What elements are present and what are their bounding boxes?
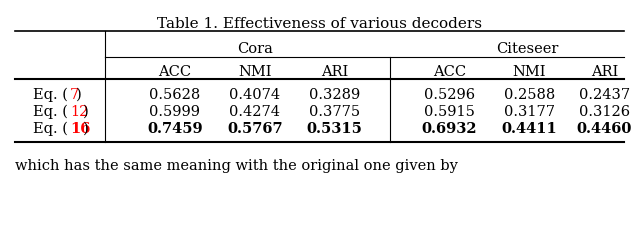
Text: NMI: NMI: [238, 65, 271, 79]
Text: 0.5296: 0.5296: [424, 88, 475, 102]
Text: ACC: ACC: [433, 65, 466, 79]
Text: ARI: ARI: [591, 65, 618, 79]
Text: Cora: Cora: [237, 42, 273, 56]
Text: 0.3126: 0.3126: [579, 105, 630, 119]
Text: 16: 16: [70, 122, 90, 136]
Text: Eq. (: Eq. (: [33, 105, 68, 119]
Text: 0.3289: 0.3289: [309, 88, 360, 102]
Text: 0.3775: 0.3775: [309, 105, 360, 119]
Text: 0.5628: 0.5628: [149, 88, 200, 102]
Text: 0.6932: 0.6932: [422, 122, 477, 136]
Text: NMI: NMI: [513, 65, 547, 79]
Text: 7: 7: [70, 88, 79, 102]
Text: ): ): [83, 105, 89, 119]
Text: ): ): [83, 122, 89, 136]
Text: 0.4274: 0.4274: [229, 105, 280, 119]
Text: 0.5999: 0.5999: [149, 105, 200, 119]
Text: ACC: ACC: [158, 65, 191, 79]
Text: Table 1. Effectiveness of various decoders: Table 1. Effectiveness of various decode…: [157, 17, 482, 31]
Text: 0.4460: 0.4460: [577, 122, 632, 136]
Text: ): ): [76, 88, 82, 102]
Text: 0.5767: 0.5767: [227, 122, 283, 136]
Text: Eq. (: Eq. (: [33, 88, 68, 102]
Text: ARI: ARI: [321, 65, 348, 79]
Text: which has the same meaning with the original one given by: which has the same meaning with the orig…: [15, 159, 458, 173]
Text: Citeseer: Citeseer: [496, 42, 558, 56]
Text: 12: 12: [70, 105, 88, 119]
Text: 0.4411: 0.4411: [502, 122, 557, 136]
Text: 0.2588: 0.2588: [504, 88, 555, 102]
Text: 0.5915: 0.5915: [424, 105, 475, 119]
Text: 0.2437: 0.2437: [579, 88, 630, 102]
Text: 0.5315: 0.5315: [307, 122, 363, 136]
Text: 0.3177: 0.3177: [504, 105, 555, 119]
Text: 0.7459: 0.7459: [147, 122, 203, 136]
Text: 0.4074: 0.4074: [229, 88, 280, 102]
Text: Eq. (: Eq. (: [33, 122, 68, 136]
